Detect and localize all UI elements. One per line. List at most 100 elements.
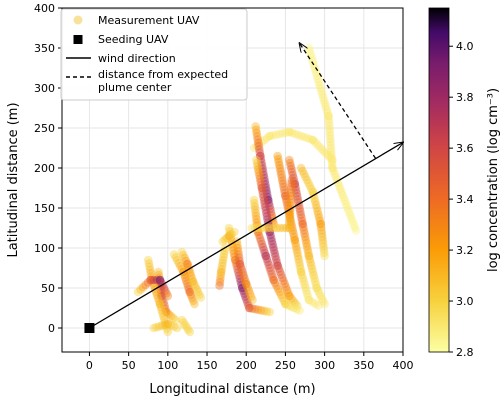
measurement-point <box>319 96 329 105</box>
measurement-point <box>259 173 269 183</box>
measurement-point <box>157 321 167 330</box>
measurement-point <box>187 274 197 283</box>
measurement-point <box>269 219 278 229</box>
measurement-point <box>285 127 294 137</box>
measurement-point <box>266 230 275 240</box>
measurement-point <box>255 233 265 243</box>
measurement-point <box>301 235 311 245</box>
measurement-point <box>291 238 300 248</box>
measurement-point <box>246 292 256 302</box>
measurement-point <box>275 160 284 170</box>
measurement-point <box>286 198 295 207</box>
measurement-point <box>279 182 288 192</box>
measurement-point <box>334 181 344 191</box>
measurement-point <box>343 205 353 214</box>
measurement-point <box>338 190 347 200</box>
measurement-point <box>155 275 165 285</box>
measurement-point <box>281 191 290 201</box>
measurement-point <box>289 176 299 186</box>
measurement-point <box>169 313 178 323</box>
measurement-point <box>215 277 225 287</box>
measurement-point <box>290 298 300 308</box>
measurement-point <box>190 299 199 309</box>
measurement-point <box>301 172 310 182</box>
measurement-point <box>314 210 323 219</box>
measurement-point <box>149 323 159 333</box>
measurement-point <box>320 99 330 108</box>
measurement-point <box>271 130 281 139</box>
measurement-point <box>245 303 254 313</box>
measurement-point <box>256 236 266 246</box>
measurement-point <box>183 281 193 291</box>
measurement-point <box>177 315 187 325</box>
measurement-point <box>312 283 322 293</box>
measurement-point <box>268 272 277 282</box>
measurement-point <box>273 154 283 164</box>
measurement-point <box>257 183 267 193</box>
measurement-point <box>258 164 267 173</box>
measurement-point <box>255 148 265 158</box>
measurement-point <box>166 321 176 330</box>
measurement-point <box>215 281 224 290</box>
measurement-point <box>318 235 327 245</box>
measurement-point <box>286 302 296 311</box>
legend: Measurement UAV Seeding UAV wind directi… <box>60 8 248 101</box>
measurement-point <box>230 255 240 265</box>
measurement-point <box>315 216 325 226</box>
measurement-point <box>296 163 306 173</box>
measurement-point <box>316 222 326 232</box>
colorbar: 2.8 3.0 3.2 3.4 3.6 3.8 4.0 log concentration … <box>428 7 500 359</box>
measurement-point <box>262 133 272 143</box>
measurement-point <box>303 292 313 302</box>
measurement-point <box>224 223 234 233</box>
measurement-point <box>317 229 327 238</box>
measurement-point <box>225 226 234 236</box>
measurement-point <box>255 171 264 180</box>
measurement-point <box>329 166 338 176</box>
measurement-point <box>186 290 196 300</box>
measurement-point <box>176 261 185 271</box>
legend-seeding-marker <box>73 35 83 44</box>
measurement-point <box>350 223 360 232</box>
measurement-point <box>291 185 301 195</box>
measurement-point <box>155 322 164 331</box>
measurement-point <box>280 279 289 289</box>
measurement-point <box>300 229 309 238</box>
measurement-point <box>333 178 343 188</box>
measurement-point <box>259 170 268 180</box>
measurement-point <box>252 158 262 168</box>
measurement-point <box>218 255 228 265</box>
measurement-point <box>262 189 272 199</box>
measurement-point <box>296 131 306 141</box>
measurement-point <box>251 208 260 218</box>
y-tick-label: 100 <box>34 242 55 255</box>
measurement-point <box>290 235 300 245</box>
measurement-point <box>174 258 184 268</box>
measurement-point <box>294 254 303 264</box>
measurement-point <box>261 251 271 261</box>
measurement-point <box>276 167 285 176</box>
measurement-point <box>284 207 294 217</box>
measurement-point <box>287 167 297 177</box>
measurement-point <box>218 237 228 246</box>
measurement-point <box>180 273 190 283</box>
measurement-point <box>154 273 164 283</box>
measurement-point <box>302 133 312 143</box>
measurement-point <box>169 322 179 331</box>
measurement-point <box>308 267 318 277</box>
measurement-point <box>320 299 329 309</box>
measurement-point <box>342 202 352 211</box>
measurement-point <box>160 301 169 310</box>
measurement-point <box>249 143 259 153</box>
measurement-point <box>256 305 266 315</box>
measurement-point <box>271 255 281 264</box>
measurement-point <box>241 292 250 301</box>
measurement-point <box>289 229 298 239</box>
measurement-point <box>268 242 278 252</box>
measurement-point <box>252 141 261 151</box>
measurement-point <box>256 154 266 164</box>
measurement-point <box>264 260 274 270</box>
measurement-point <box>180 253 189 263</box>
measurement-point <box>158 294 167 304</box>
y-axis-label: Latitudinal distance (m) <box>6 102 21 257</box>
